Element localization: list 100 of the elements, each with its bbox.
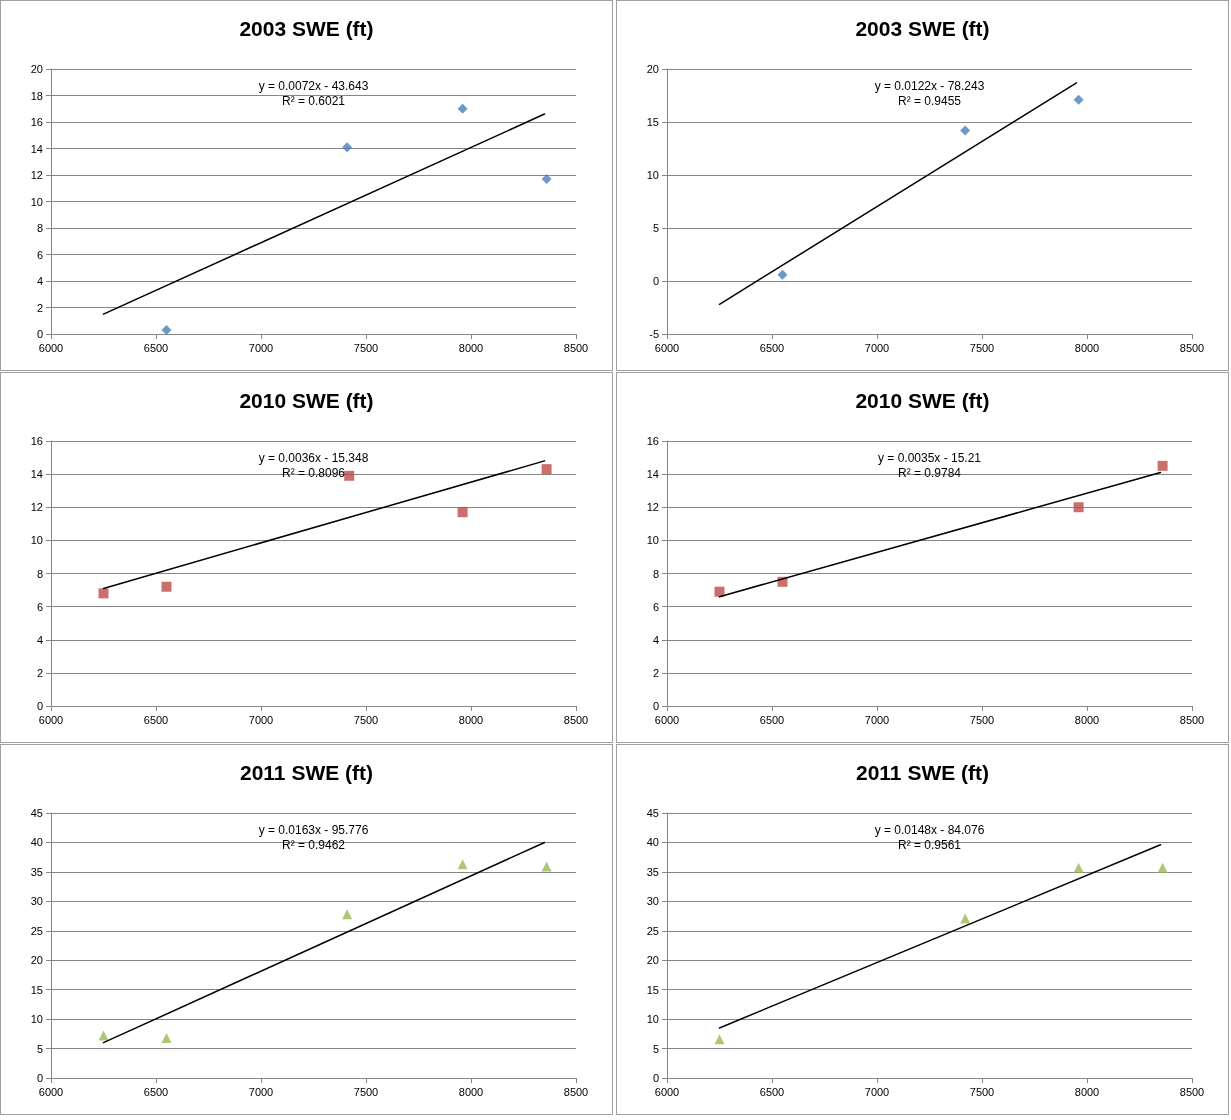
y-tick-label: 16 bbox=[646, 435, 659, 447]
point bbox=[98, 588, 109, 599]
annotation: y = 0.0036x - 15.348 R² = 0.8096 bbox=[258, 450, 369, 480]
point bbox=[161, 325, 172, 336]
y-tick-label: 14 bbox=[30, 468, 43, 481]
point bbox=[342, 142, 353, 153]
x-tick-label: 6500 bbox=[143, 341, 169, 354]
x-tick-label: 7000 bbox=[248, 713, 274, 726]
x-tick-label: 8000 bbox=[1074, 713, 1100, 726]
x-tick-label: 8500 bbox=[1179, 1085, 1205, 1098]
chart-title: 2011 SWE (ft) bbox=[239, 761, 374, 784]
annotation: y = 0.0148x - 84.076 R² = 0.9561 bbox=[874, 822, 985, 852]
annotation: y = 0.0122x - 78.243 R² = 0.9455 bbox=[874, 78, 985, 108]
y-tick-label: 20 bbox=[30, 954, 43, 967]
y-tick-label: 0 bbox=[652, 700, 659, 712]
point bbox=[541, 464, 552, 475]
point bbox=[98, 1030, 109, 1041]
y-tick-label: 2 bbox=[36, 666, 43, 679]
x-tick-label: 7000 bbox=[864, 341, 890, 354]
point bbox=[1157, 862, 1168, 873]
y-tick-label: 10 bbox=[30, 1013, 43, 1026]
point bbox=[714, 586, 725, 597]
point bbox=[541, 173, 552, 184]
y-tick-label: 30 bbox=[30, 895, 43, 908]
x-tick-label: 8500 bbox=[1179, 341, 1205, 354]
annotation: y = 0.0072x - 43.643 R² = 0.6021 bbox=[258, 78, 369, 108]
x-tick-label: 6000 bbox=[654, 341, 680, 354]
y-tick-label: 8 bbox=[36, 567, 43, 580]
chart-title: 2003 SWE (ft) bbox=[855, 17, 990, 40]
y-tick-label: 10 bbox=[646, 169, 659, 181]
x-tick-label: 8500 bbox=[563, 1085, 589, 1098]
x-tick-label: 7000 bbox=[864, 713, 890, 726]
x-tick-label: 6500 bbox=[759, 1085, 785, 1098]
y-tick-label: 4 bbox=[36, 275, 43, 287]
x-tick-label: 8000 bbox=[458, 1085, 484, 1098]
x-tick-label: 6000 bbox=[38, 341, 64, 354]
y-tick-label: 10 bbox=[30, 195, 43, 208]
y-tick-label: 8 bbox=[652, 567, 659, 580]
y-tick-label: 4 bbox=[652, 633, 659, 646]
y-tick-label: 5 bbox=[652, 222, 659, 234]
x-tick-label: 6000 bbox=[38, 713, 64, 726]
y-tick-label: 20 bbox=[30, 63, 43, 75]
y-tick-label: 45 bbox=[646, 807, 659, 819]
chart-title: 2010 SWE (ft) bbox=[239, 389, 374, 412]
point bbox=[342, 909, 353, 920]
x-tick-label: 8500 bbox=[563, 341, 589, 354]
y-tick-label: 10 bbox=[646, 534, 659, 547]
point bbox=[541, 861, 552, 872]
y-tick-label: 0 bbox=[36, 1072, 43, 1084]
point bbox=[161, 1032, 172, 1043]
y-tick-label: 6 bbox=[652, 600, 659, 613]
x-tick-label: 7500 bbox=[969, 713, 995, 726]
annotation: y = 0.0035x - 15.21 R² = 0.9784 bbox=[877, 450, 982, 480]
point bbox=[714, 1034, 725, 1045]
point bbox=[457, 859, 468, 870]
y-tick-label: 45 bbox=[30, 807, 43, 819]
point bbox=[1073, 502, 1084, 513]
point bbox=[1157, 460, 1168, 471]
y-tick-label: 16 bbox=[30, 116, 43, 128]
y-tick-label: 40 bbox=[646, 836, 659, 849]
point bbox=[457, 103, 468, 114]
x-tick-label: 6500 bbox=[759, 713, 785, 726]
y-tick-label: 10 bbox=[30, 534, 43, 547]
point bbox=[1073, 94, 1084, 105]
y-tick-label: 5 bbox=[36, 1042, 43, 1055]
y-tick-label: 35 bbox=[30, 865, 43, 878]
y-tick-label: 8 bbox=[36, 222, 43, 234]
y-tick-label: 14 bbox=[30, 142, 43, 155]
y-tick-label: 15 bbox=[646, 116, 659, 128]
y-tick-label: 6 bbox=[36, 600, 43, 613]
x-tick-label: 8000 bbox=[458, 713, 484, 726]
y-tick-label: 15 bbox=[30, 983, 43, 996]
x-tick-label: 8000 bbox=[1074, 341, 1100, 354]
point bbox=[1073, 862, 1084, 873]
x-tick-label: 8500 bbox=[563, 713, 589, 726]
y-tick-label: 2 bbox=[652, 666, 659, 679]
x-tick-label: 8000 bbox=[1074, 1085, 1100, 1098]
y-tick-label: 12 bbox=[30, 501, 43, 514]
y-tick-label: 0 bbox=[652, 275, 659, 287]
point bbox=[344, 470, 355, 481]
y-tick-label: 15 bbox=[646, 983, 659, 996]
y-tick-label: 0 bbox=[652, 1072, 659, 1084]
x-tick-label: 6500 bbox=[759, 341, 785, 354]
y-tick-label: 5 bbox=[652, 1042, 659, 1055]
x-tick-label: 7500 bbox=[969, 341, 995, 354]
y-tick-label: 12 bbox=[30, 169, 43, 181]
chart-title: 2010 SWE (ft) bbox=[855, 389, 990, 412]
x-tick-label: 7500 bbox=[353, 1085, 379, 1098]
y-tick-label: 0 bbox=[36, 328, 43, 340]
x-tick-label: 7500 bbox=[353, 713, 379, 726]
y-tick-label: 6 bbox=[36, 248, 43, 261]
y-tick-label: 16 bbox=[30, 435, 43, 447]
x-tick-label: 6500 bbox=[143, 713, 169, 726]
y-tick-label: 14 bbox=[646, 468, 659, 481]
x-tick-label: 7000 bbox=[248, 341, 274, 354]
y-tick-label: 4 bbox=[36, 633, 43, 646]
y-tick-label: 2 bbox=[36, 301, 43, 314]
y-tick-label: 40 bbox=[30, 836, 43, 849]
chart-title: 2003 SWE (ft) bbox=[239, 17, 374, 40]
x-tick-label: 6000 bbox=[654, 1085, 680, 1098]
